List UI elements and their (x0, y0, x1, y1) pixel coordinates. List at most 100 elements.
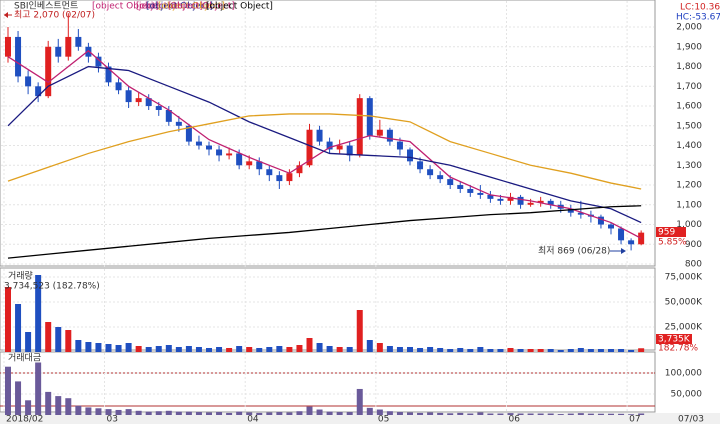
candle-body (125, 90, 132, 103)
candle-body (226, 153, 233, 156)
bar (256, 348, 263, 352)
y-tick-label: 50,000K (665, 298, 703, 308)
bar (487, 349, 494, 352)
candle-body (537, 200, 544, 203)
bar (376, 409, 383, 415)
candle-body (356, 98, 363, 156)
bar (346, 347, 353, 352)
bar (356, 388, 363, 415)
legend-item: [object Object] (136, 2, 203, 12)
candle-body (407, 149, 413, 162)
x-end-label: 07/03 (678, 415, 704, 424)
bar (336, 347, 343, 352)
bar (497, 349, 504, 352)
candle-body (286, 173, 293, 182)
bar (206, 348, 212, 352)
legend-item: [object Object] (92, 2, 159, 12)
candle-body (296, 165, 303, 174)
bar (185, 346, 192, 352)
candle-body (316, 129, 323, 142)
bar (135, 410, 142, 415)
candle-body (85, 46, 92, 57)
bar (437, 412, 444, 415)
bar (628, 414, 635, 415)
candle-body (477, 192, 484, 195)
bar (618, 349, 625, 352)
candle-body (507, 196, 514, 201)
candle-body (45, 46, 52, 97)
volume-last: 3,735K (658, 335, 691, 345)
high-annotation: 최고 2,070 (02/07) (14, 10, 95, 21)
amount-panel (0, 351, 656, 413)
x-tick-label: 2018/02 (6, 415, 43, 424)
bar (427, 347, 434, 352)
legend-item: [object Object] (158, 2, 225, 12)
bar (537, 349, 544, 352)
candle-body (366, 98, 373, 136)
bar (417, 348, 424, 352)
low-arrow-head (621, 248, 626, 254)
bar (386, 411, 393, 415)
bar (226, 412, 233, 415)
bar (175, 411, 182, 415)
bar (25, 332, 32, 352)
bar (638, 413, 645, 415)
bar (597, 413, 604, 415)
bar (125, 343, 132, 352)
y-tick-label: 100,000 (665, 369, 702, 379)
candle-body (266, 169, 273, 176)
bar (547, 413, 554, 415)
candle-body (165, 109, 172, 122)
bar (65, 330, 72, 352)
candle-body (527, 202, 534, 205)
x-tick-label: 07 (629, 415, 640, 424)
bar (105, 409, 112, 415)
volume-panel (0, 267, 656, 351)
bar (256, 412, 263, 415)
y-tick-label: 1,300 (676, 161, 702, 171)
y-tick-label: 1,600 (676, 102, 702, 112)
bar (226, 348, 233, 352)
bar (5, 366, 11, 415)
bar (487, 413, 494, 415)
bar (145, 347, 152, 352)
amount-title: 거래대금 (8, 353, 41, 364)
candle-body (547, 200, 554, 205)
candle-body (417, 161, 424, 170)
bar (165, 345, 172, 352)
bar (547, 349, 554, 352)
bar (55, 396, 62, 415)
volume-pct: 182.78% (658, 344, 698, 354)
candle-body (135, 98, 142, 103)
candle-body (487, 194, 494, 199)
candle-body (396, 141, 403, 150)
y-tick-label: 1,000 (676, 220, 702, 230)
bar (587, 349, 594, 352)
bar (45, 322, 52, 352)
y-tick-label: 1,400 (676, 141, 702, 151)
candle-body (145, 98, 152, 107)
bar (15, 304, 22, 352)
bar (85, 407, 92, 415)
bar (246, 347, 253, 352)
bar (276, 346, 283, 352)
bar (447, 349, 454, 352)
bar (145, 411, 152, 415)
moving-average (7, 49, 642, 239)
marks: 800 900 1,000 1,100 1,200 1,300 1,400 1,500 1,60… (1, 1, 703, 424)
legend-item: [object Object] (206, 2, 273, 12)
candle-body (5, 36, 11, 57)
y-tick-label: 75,000K (665, 273, 703, 283)
candle-body (497, 198, 504, 201)
bar (407, 347, 413, 352)
bar (65, 398, 72, 415)
bar (396, 412, 403, 415)
bar (155, 346, 162, 352)
y-tick-label: 1,800 (676, 62, 702, 72)
lc: LC:10.36 (680, 3, 720, 13)
bar (115, 345, 122, 352)
moving-average (7, 113, 642, 190)
bar (477, 347, 484, 352)
candle-body (457, 185, 464, 189)
